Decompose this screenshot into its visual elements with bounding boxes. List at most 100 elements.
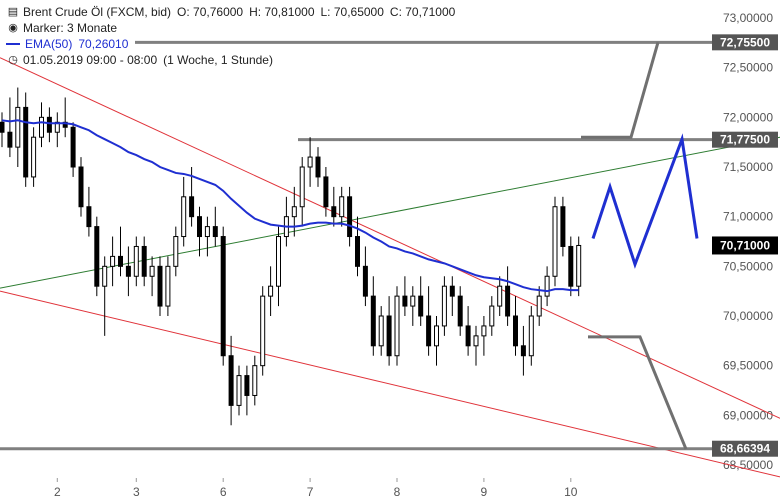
x-tick-label: 7 [307,485,314,499]
candle-body [78,166,84,208]
candle-body [536,295,542,317]
current-price-bg [712,236,778,255]
x-tick-label: 3 [133,485,140,499]
legend-row-ema: EMA(50) 70,26010 [6,36,455,52]
candle-body [15,106,21,148]
candle-body [315,156,321,178]
candle-body [434,325,439,347]
candle-body [370,295,376,347]
candle-body [141,245,147,277]
close-value: C: 70,71000 [389,5,456,19]
candle-body [505,285,511,317]
annotation-path-lower [588,335,688,450]
open-value: O: 70,76000 [177,5,244,19]
candle-body [544,275,550,297]
candle-body [426,315,432,347]
candle-body [513,315,518,347]
candle-body [204,226,210,238]
candle-body [410,295,416,307]
bar-chart-icon: ▤ [7,6,19,18]
trend-line-lower-red [0,290,780,478]
candle-body [299,166,305,208]
candle-body [449,285,455,297]
candle-body [260,295,266,367]
candle-body [576,244,582,287]
y-tick-label: 72,00000 [723,110,773,124]
projection-path [591,133,699,269]
level-label: 71,77500 [720,133,770,147]
candle-body [212,226,218,238]
candle-body [268,285,274,297]
candle-body [520,345,526,357]
candle-body [125,265,131,277]
candle-body [528,315,534,357]
candle-body [339,196,345,218]
candle-body [0,121,5,133]
candle-body [110,255,116,267]
candle-body [465,325,471,347]
x-tick-label: 6 [220,485,227,499]
clock-icon: ◷ [8,54,18,66]
candle-body [244,375,250,396]
candle-body [133,245,139,277]
level-label: 72,75500 [720,35,770,49]
ema-value: 70,26010 [78,37,129,51]
candle-body [173,236,179,267]
candle-body [489,305,495,327]
candle-body [165,265,171,307]
candle-body [7,131,13,148]
candle-body [291,206,297,218]
candle-body [276,236,281,287]
legend-row-period: ◷ 01.05.2019 09:00 - 08:00 (1 Woche, 1 S… [6,52,455,68]
candle-body [355,236,360,267]
candle-body [307,156,313,168]
candle-body [181,196,187,238]
y-tick-label: 72,50000 [723,61,773,75]
candle-body [560,206,566,247]
line-swatch-icon [6,43,20,45]
candle-body [331,206,337,218]
trend-line-green [0,136,780,289]
candle-body [473,335,479,347]
instrument-name: Brent Crude Öl (FXCM, bid) [23,5,172,19]
annotation-path-upper [581,41,660,139]
target-icon: ◉ [8,22,18,34]
candle-body [362,265,368,297]
candle-body [552,206,558,277]
candle-body [118,255,123,267]
candle-body [102,265,108,287]
candle-body [157,265,163,307]
low-value: L: 70,65000 [320,5,384,19]
high-value: H: 70,81000 [249,5,315,19]
x-tick-label: 2 [54,485,61,499]
candle-body [418,295,424,317]
x-tick-label: 9 [481,485,488,499]
candle-body [497,285,503,307]
candle-body [236,375,242,406]
legend-row-instrument: ▤ Brent Crude Öl (FXCM, bid) O: 70,76000… [6,4,456,20]
candle-body [189,196,195,218]
trend-line-upper-red [0,57,780,419]
candle-body [197,216,202,238]
y-tick-label: 70,00000 [723,309,773,323]
candle-body [386,315,392,357]
level-label-bg [712,131,778,148]
period-range: 01.05.2019 09:00 - 08:00 [23,53,158,67]
candle-body [23,106,29,178]
y-tick-label: 69,00000 [723,408,773,422]
candle-body [86,206,92,228]
candle-body [31,136,37,178]
candle-body [228,355,234,406]
candle-body [378,315,384,347]
chart-legend: ▤ Brent Crude Öl (FXCM, bid) O: 70,76000… [6,4,455,68]
level-label: 68,66394 [720,442,770,456]
y-tick-label: 71,00000 [723,210,773,224]
candle-body [481,325,487,337]
candle-body [347,196,353,238]
candle-body [149,265,155,277]
x-tick-label: 10 [564,485,578,499]
candle-body [70,126,76,168]
candle-body [441,285,447,327]
